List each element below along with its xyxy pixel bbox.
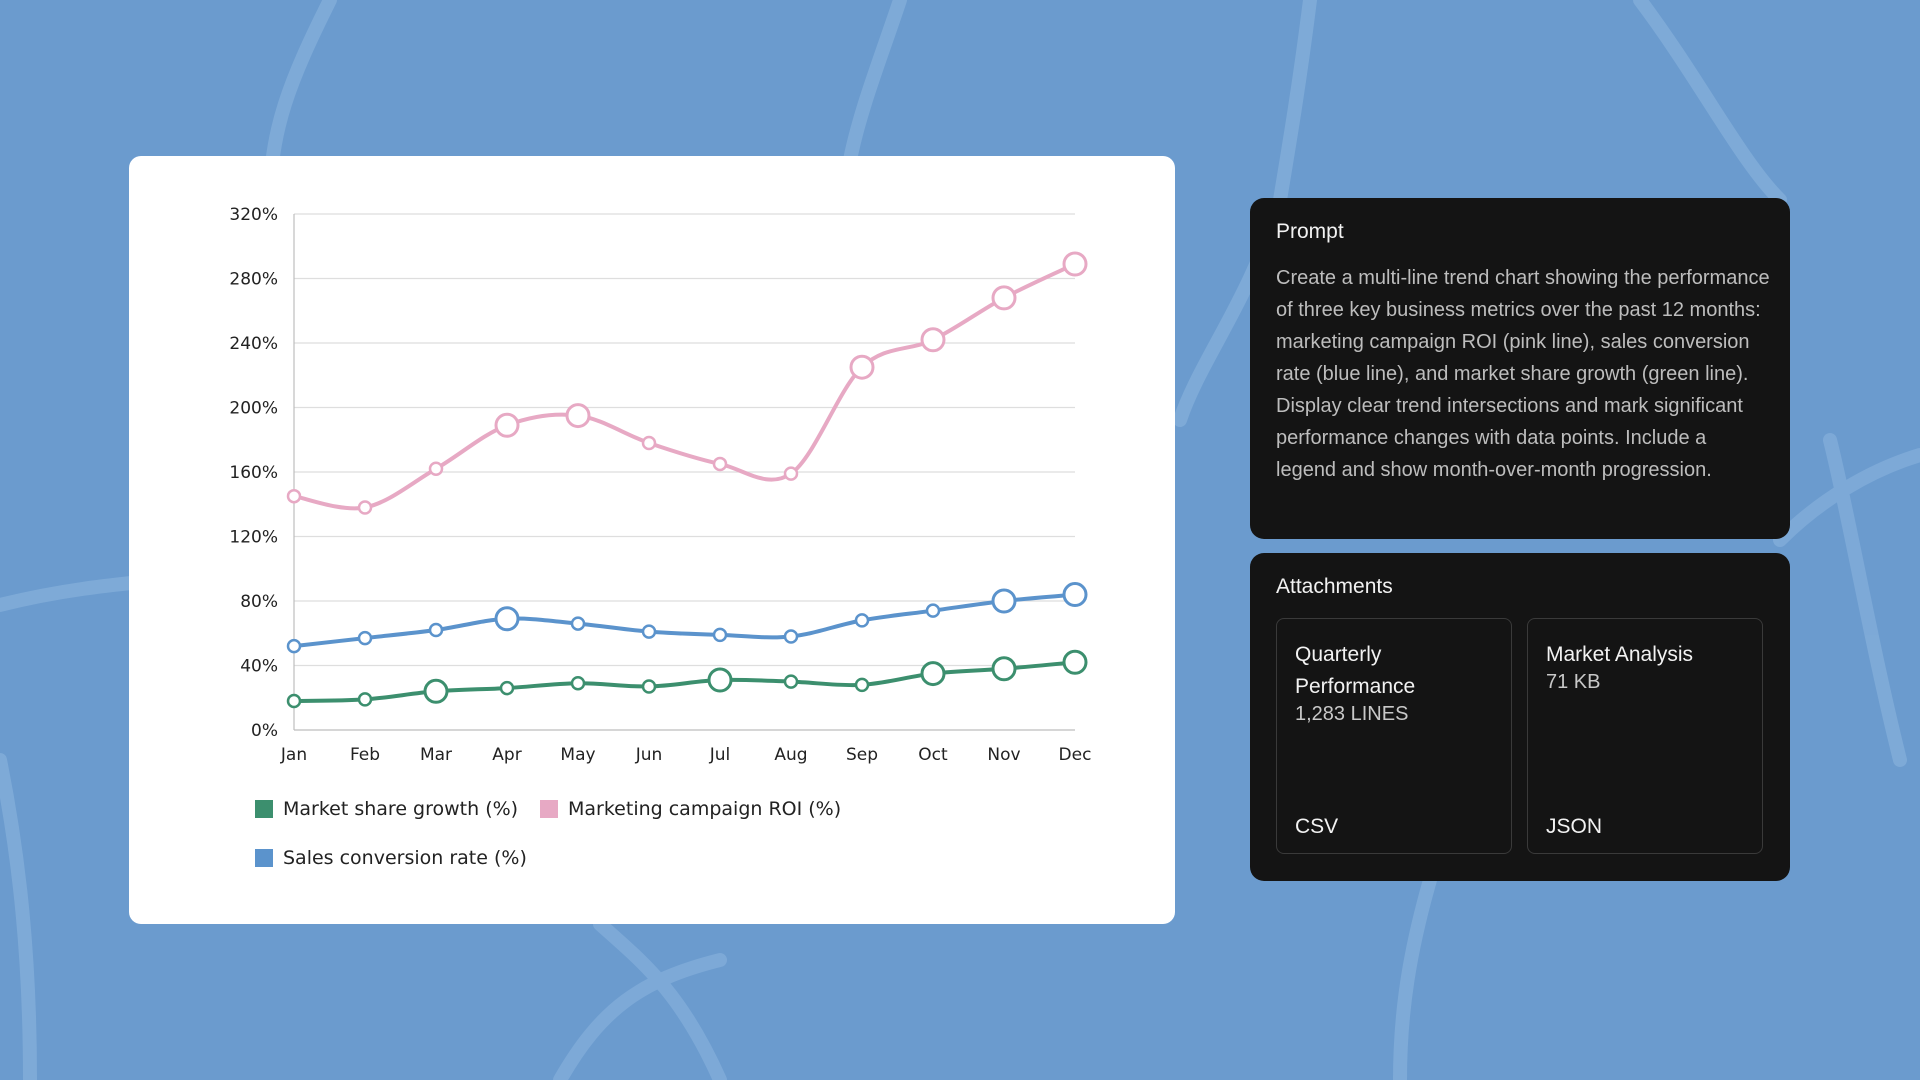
legend-label: Marketing campaign ROI (%) [568,798,842,820]
data-point [712,627,728,643]
data-point [565,403,591,429]
series-line [293,660,1076,703]
line-chart: 0% 40% 80% 120% 160% 200% 240% 280% 320% Jan Feb Ma… [229,205,1092,765]
x-tick-label: Dec [1059,745,1092,765]
prompt-text: Create a multi-line trend chart showing … [1276,267,1770,481]
data-point [428,461,444,477]
data-point [849,354,875,380]
y-tick-label: 80% [240,592,278,612]
x-tick-label: Apr [492,745,521,765]
data-point [925,603,941,618]
data-point [428,622,444,638]
y-tick-label: 320% [229,205,278,225]
prompt-panel: Prompt Create a multi-line trend chart s… [1250,198,1790,539]
attachment-type: JSON [1546,815,1603,838]
attachment-type: CSV [1295,815,1339,838]
y-tick-label: 160% [229,463,278,483]
data-point [494,606,520,632]
data-point [499,680,515,696]
data-point [494,412,520,438]
legend-item: Market share growth (%) [255,798,518,820]
attachment-meta: 1,283 LINES [1295,703,1409,725]
attachment-card-json[interactable]: Market Analysis 71 KB JSON [1527,618,1763,854]
x-tick-label: Nov [987,745,1020,765]
data-point [920,661,946,687]
legend-swatch [255,800,273,818]
data-point [1062,649,1088,675]
data-point [357,500,373,515]
data-point [920,327,946,353]
data-point [991,285,1017,311]
x-tick-label: Aug [774,745,807,765]
y-tick-label: 120% [229,528,278,548]
data-point [641,435,657,451]
data-point [1062,251,1088,277]
data-point [707,667,733,693]
x-tick-label: Jul [709,745,731,765]
data-point [991,656,1017,682]
data-point [423,678,449,704]
data-point [783,674,799,689]
x-tick-label: Oct [918,745,948,765]
data-point [357,692,373,707]
data-point [783,466,799,481]
data-point [641,624,657,639]
x-tick-label: Feb [350,745,380,765]
data-point [357,630,373,646]
legend-swatch [540,800,558,818]
data-point [783,629,799,644]
data-point [570,675,586,691]
attachment-meta: 71 KB [1546,671,1601,693]
data-point [286,488,302,504]
legend-label: Market share growth (%) [283,798,519,820]
y-tick-label: 40% [240,657,278,677]
data-point [991,588,1017,614]
x-tick-label: May [560,745,595,765]
data-point [854,613,870,628]
attachments-panel: Attachments Quarterly Performance 1,283 … [1250,553,1790,881]
x-tick-label: Jan [280,745,307,765]
attachment-card-csv[interactable]: Quarterly Performance 1,283 LINES CSV [1276,618,1512,854]
attachment-name: Market Analysis [1546,643,1694,666]
legend-item: Marketing campaign ROI (%) [540,798,841,820]
y-tick-label: 240% [229,334,278,354]
data-point [641,679,657,694]
series-line [293,592,1076,649]
data-point [570,616,586,631]
prompt-title: Prompt [1276,220,1344,243]
x-tick-label: Jun [635,745,663,765]
data-point [854,677,870,693]
attachments-title: Attachments [1276,575,1393,598]
y-tick-label: 280% [229,270,278,290]
legend-label: Sales conversion rate (%) [283,847,527,869]
legend-item: Sales conversion rate (%) [255,847,527,869]
y-tick-label: 200% [229,399,278,419]
x-tick-label: Mar [420,745,452,765]
chart-card: 0% 40% 80% 120% 160% 200% 240% 280% 320% Jan Feb Ma… [129,156,1175,924]
attachment-name: Quarterly Performance [1295,643,1416,698]
data-point [712,456,728,472]
legend-swatch [255,849,273,867]
x-tick-label: Sep [846,745,878,765]
data-point [286,693,302,709]
data-point [286,638,302,654]
data-point [1062,582,1088,608]
y-tick-label: 0% [251,721,278,741]
